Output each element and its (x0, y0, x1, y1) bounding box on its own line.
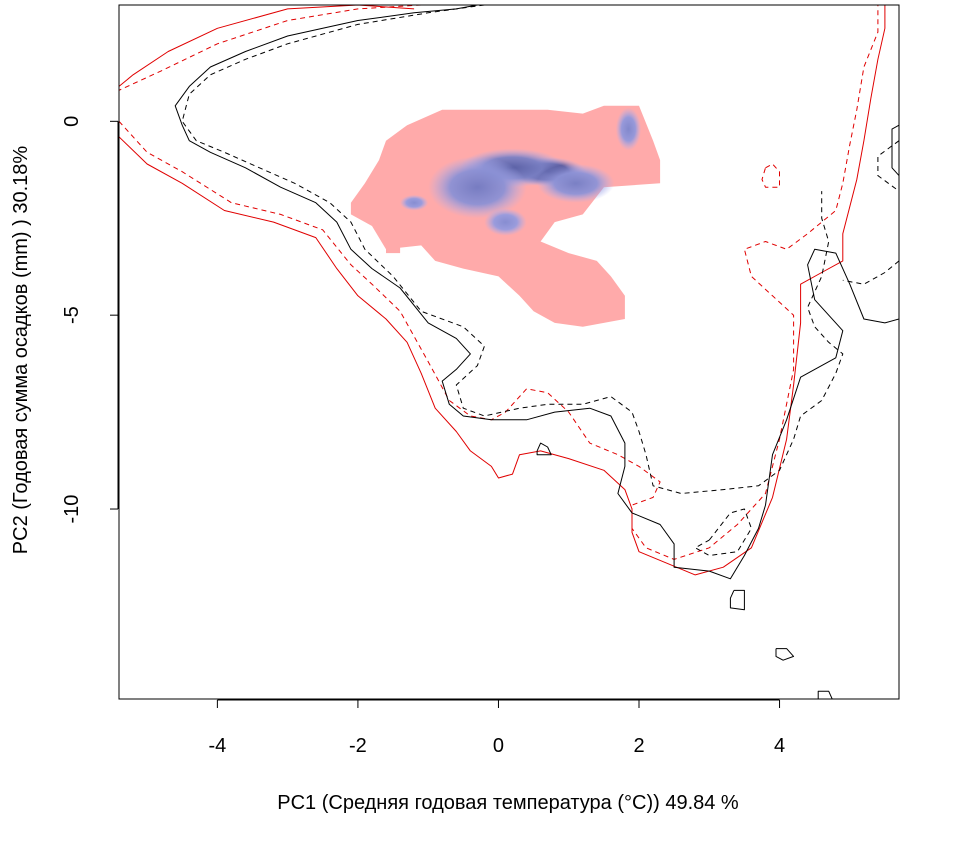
contour-line-8 (877, 140, 899, 192)
contour-line-6 (891, 124, 899, 176)
contour-line-2 (119, 5, 422, 91)
contour-line-4 (761, 163, 780, 188)
y-tick-label-1: -5 (61, 306, 83, 324)
contour-line-1 (119, 5, 886, 576)
density-layer (400, 107, 642, 236)
x-tick-label-1: -2 (349, 735, 367, 757)
x-tick-label-3: 2 (633, 735, 644, 757)
x-tick-label-4: 4 (774, 735, 785, 757)
y-tick-label-0: 0 (61, 116, 83, 127)
x-tick-label-0: -4 (208, 735, 226, 757)
x-tick-label-2: 0 (493, 735, 504, 757)
contour-line-5 (174, 5, 899, 580)
density-blob-2 (428, 156, 527, 219)
y-axis-title: PC2 (Годовая сумма осадков (mm) ) 30.18% (10, 146, 32, 555)
density-blob-5 (400, 194, 429, 211)
contour-line-9 (842, 260, 899, 285)
y-axis: 0 -5 -10 (61, 116, 119, 524)
density-blob-4 (484, 208, 527, 236)
contour-lines (119, 5, 899, 699)
contour-line-14 (817, 690, 833, 699)
x-axis-title: PC1 (Средняя годовая температура (°C)) 4… (277, 792, 739, 814)
contour-line-13 (775, 648, 795, 661)
x-axis: -4 -2 0 2 4 (208, 699, 785, 757)
contour-line-11 (536, 442, 552, 456)
y-tick-label-2: -10 (61, 495, 83, 524)
density-blob-6 (615, 107, 642, 151)
contour-line-12 (729, 589, 745, 611)
density-blob-3 (537, 163, 615, 203)
overlap-region-1 (386, 237, 401, 254)
contour-line-0 (119, 5, 415, 87)
plot-frame (118, 4, 900, 700)
contour-line-10 (694, 508, 752, 556)
